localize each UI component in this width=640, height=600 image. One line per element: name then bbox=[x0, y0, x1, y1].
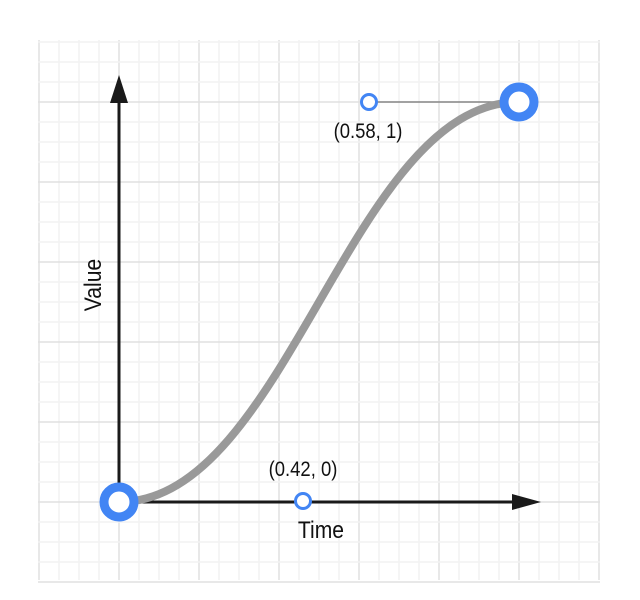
p2-label: (0.58, 1) bbox=[334, 120, 403, 143]
y-axis-arrow-icon bbox=[110, 75, 128, 103]
grid bbox=[38, 40, 600, 583]
control-point-p1-handle[interactable] bbox=[294, 492, 312, 510]
start-point[interactable] bbox=[99, 482, 139, 522]
easing-curve bbox=[115, 98, 523, 506]
y-axis bbox=[110, 75, 128, 502]
x-axis-label: Time bbox=[298, 517, 344, 544]
x-axis-arrow-icon bbox=[512, 494, 541, 510]
x-axis bbox=[119, 494, 541, 510]
end-point[interactable] bbox=[499, 82, 539, 122]
p1-label: (0.42, 0) bbox=[269, 458, 338, 481]
y-axis-label: Value bbox=[80, 259, 107, 311]
control-point-p2-handle[interactable] bbox=[360, 93, 378, 111]
